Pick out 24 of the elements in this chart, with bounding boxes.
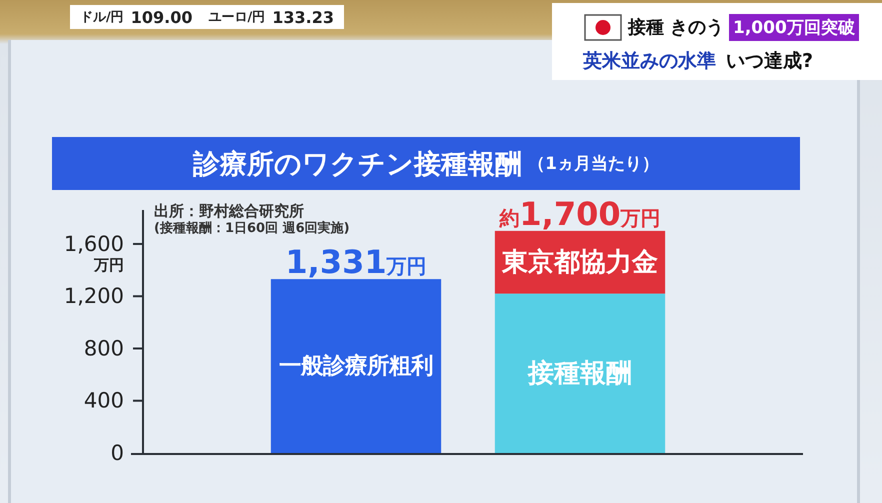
text: 109.00	[130, 8, 192, 26]
y-tick-label: 400	[84, 388, 124, 413]
text: 英米並みの水準	[583, 49, 716, 74]
text: ドル/円	[80, 9, 124, 26]
series-label: 接種報酬	[527, 358, 632, 388]
text: きのう	[670, 16, 724, 39]
chart-subtitle: （1ヵ月当たり）	[528, 153, 659, 175]
text: 1,000万回突破	[729, 14, 859, 40]
text: いつ達成?	[726, 49, 814, 74]
annotation: 出所：野村総合研究所	[154, 202, 305, 220]
y-tick-label: 0	[110, 441, 124, 465]
y-axis-title: 万円	[93, 256, 124, 274]
series-label: 東京都協力金	[501, 247, 658, 278]
chart-title: 診療所のワクチン接種報酬	[193, 148, 522, 182]
y-tick-label: 1,200	[64, 284, 124, 308]
annotation: (接種報酬：1日60回 週6回実施)	[154, 220, 350, 238]
text: 接種	[628, 16, 664, 39]
y-tick-label: 800	[84, 336, 124, 360]
text: ユーロ/円	[208, 9, 266, 26]
total-label: 1,331万円	[285, 243, 427, 282]
total-label: 約1,700万円	[498, 194, 661, 233]
series-label: 一般診療所粗利	[279, 353, 433, 380]
text: 133.23	[272, 8, 334, 26]
y-tick-label: 1,600	[64, 232, 124, 256]
